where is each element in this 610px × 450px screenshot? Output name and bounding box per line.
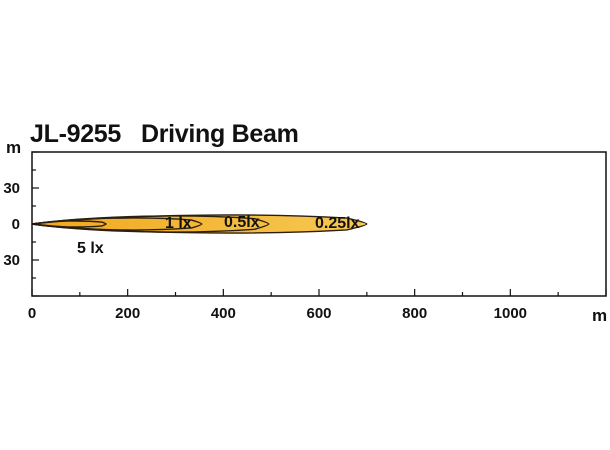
isolux-label: 0.25lx bbox=[315, 215, 360, 232]
y-axis-unit: m bbox=[6, 138, 22, 157]
y-axis-ticks: 30 0 30 bbox=[3, 151, 39, 297]
x-tick-label: 400 bbox=[211, 305, 236, 322]
isolux-contour-4 bbox=[31, 220, 107, 228]
x-axis-unit: m bbox=[592, 306, 608, 325]
isolux-label: 1 lx bbox=[165, 215, 192, 232]
isolux-contour-1 bbox=[31, 214, 368, 234]
x-tick-label: 1000 bbox=[494, 305, 527, 322]
y-tick-label: 0 bbox=[12, 216, 20, 233]
y-tick-label: 30 bbox=[3, 252, 20, 269]
isolux-labels: 0.25lx 0.5lx 1 lx 5 lx bbox=[77, 214, 360, 257]
chart-title: JL-9255 Driving Beam bbox=[30, 120, 299, 148]
isolux-contour-3 bbox=[31, 217, 203, 231]
isolux-label: 5 lx bbox=[77, 240, 104, 257]
isolux-label: 0.5lx bbox=[224, 214, 260, 231]
x-tick-label: 600 bbox=[306, 305, 331, 322]
x-tick-label: 0 bbox=[28, 305, 36, 322]
y-tick-label: 30 bbox=[3, 180, 20, 197]
x-tick-label: 800 bbox=[402, 305, 427, 322]
x-axis-ticks: 0 200 400 600 800 1000 bbox=[28, 289, 607, 322]
x-tick-label: 200 bbox=[115, 305, 140, 322]
isolux-contours bbox=[31, 214, 368, 234]
isolux-contour-2 bbox=[31, 215, 270, 233]
